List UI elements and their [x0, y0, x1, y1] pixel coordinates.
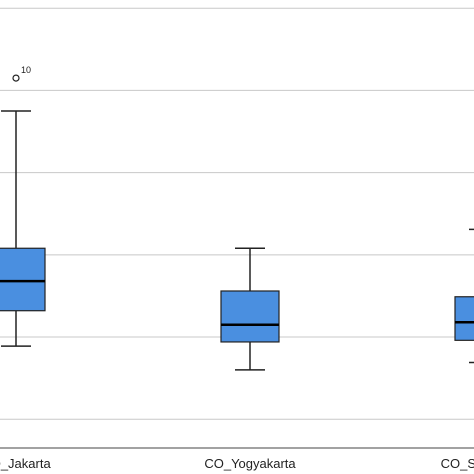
box-group-0: 10: [0, 65, 46, 347]
iqr-box: [454, 296, 474, 341]
category-labels: CO_Jakarta CO_Yogyakarta CO_Semarang: [0, 456, 474, 471]
box-group-1: [220, 247, 280, 371]
outlier-label-0: 10: [21, 65, 31, 75]
iqr-box: [0, 247, 46, 312]
iqr-box: [220, 290, 280, 343]
category-label-0: CO_Jakarta: [0, 456, 51, 471]
box-group-2: [454, 228, 474, 364]
outlier-point-0: [12, 74, 20, 82]
category-label-1: CO_Yogyakarta: [204, 456, 296, 471]
boxes: 10: [0, 65, 474, 371]
gridlines: [0, 7, 474, 420]
category-label-2: CO_Semarang: [441, 456, 474, 471]
